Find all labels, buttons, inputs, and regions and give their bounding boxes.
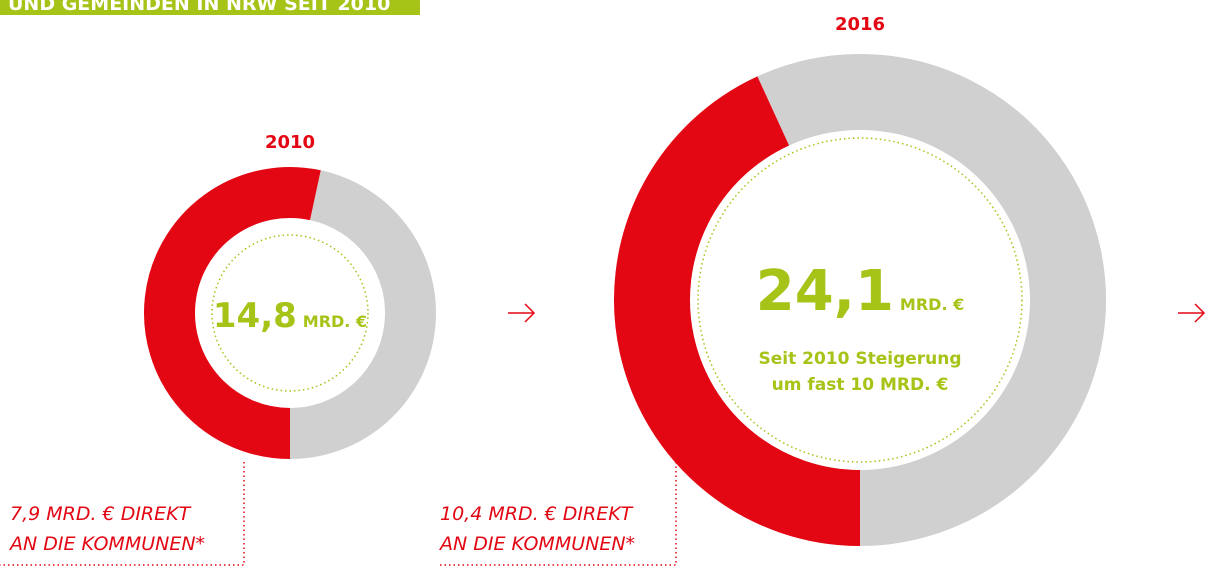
annotation: AN DIE KOMMUNEN* — [438, 533, 635, 555]
grey-segment — [757, 54, 1106, 546]
subtitle: um fast 10 MRD. € — [772, 375, 949, 395]
header-bar — [0, 0, 420, 15]
year-title: 2016 — [835, 14, 885, 35]
total-unit: MRD. € — [303, 312, 367, 331]
leader-line — [0, 462, 245, 566]
year-title: 2010 — [265, 132, 315, 153]
red-segment — [614, 76, 861, 546]
subtitle: Seit 2010 Steigerung — [758, 349, 961, 369]
total-label: 14,8 MRD. € — [213, 296, 367, 336]
dotted-circle — [697, 137, 1023, 463]
arrow — [1178, 303, 1206, 323]
arrow — [508, 303, 536, 323]
total-label: 24,1 MRD. € — [756, 259, 964, 324]
total-value: 24,1 — [756, 259, 894, 324]
direct-label: 10,4 MRD. € DIREKT — [440, 503, 634, 525]
red-segment — [144, 167, 321, 459]
annotation: AN DIE KOMMUNEN* — [8, 533, 205, 555]
total-unit: MRD. € — [900, 295, 964, 314]
total-value: 14,8 — [213, 296, 297, 336]
header: UND GEMEINDEN IN NRW SEIT 2010 — [8, 0, 390, 15]
dotted-circle — [211, 234, 369, 392]
grey-segment — [289, 170, 436, 459]
direct-label: 7,9 MRD. € DIREKT — [10, 503, 192, 525]
